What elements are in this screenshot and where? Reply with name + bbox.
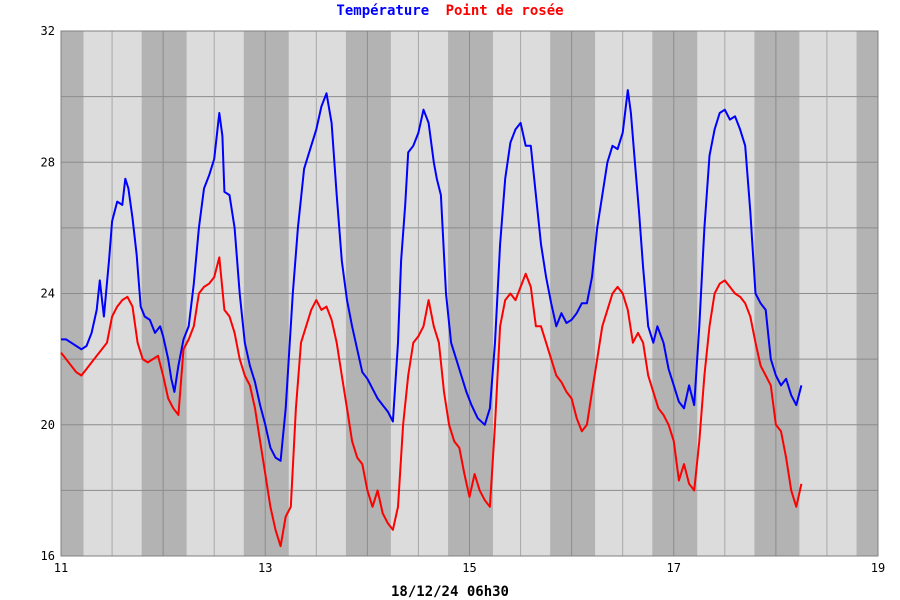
y-tick-label: 16 (41, 549, 55, 563)
y-tick-label: 32 (41, 24, 55, 38)
y-tick-label: 20 (41, 418, 55, 432)
plot-area: 16 20 24 28 32 11 13 15 17 19 (41, 24, 886, 575)
title-dewpoint: Point de rosée (446, 3, 564, 19)
x-tick-label: 13 (258, 561, 272, 575)
x-tick-label: 19 (871, 561, 885, 575)
x-tick-label: 11 (54, 561, 68, 575)
title-temperature: Température (336, 3, 429, 19)
plot-frame (60, 30, 879, 557)
x-tick-label: 17 (667, 561, 681, 575)
chart-footer: 18/12/24 06h30 (391, 584, 509, 600)
temperature-series-line (61, 89, 803, 462)
y-tick-label: 24 (41, 287, 55, 301)
chart-title: Température Point de rosée (336, 3, 563, 19)
x-tick-label: 15 (462, 561, 476, 575)
y-tick-label: 28 (41, 155, 55, 169)
dewpoint-series-line (60, 256, 803, 548)
